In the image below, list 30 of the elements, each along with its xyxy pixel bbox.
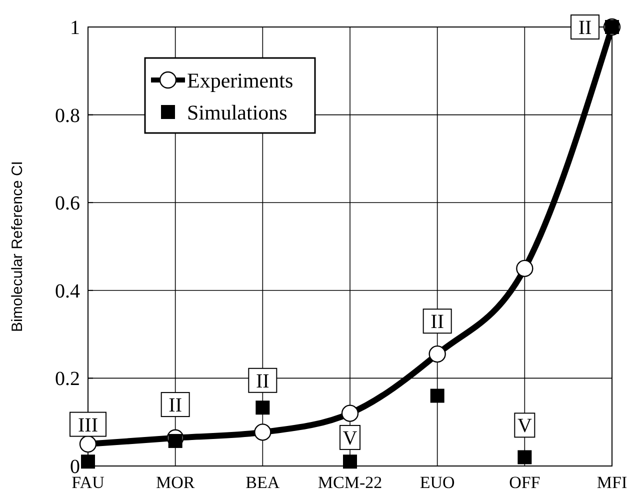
y-tick-label: 0.6	[55, 192, 80, 215]
legend-label: Simulations	[187, 100, 288, 124]
x-tick-label: MOR	[156, 473, 196, 492]
point	[79, 435, 97, 453]
annotation: II	[256, 370, 270, 392]
point	[341, 404, 359, 422]
point	[428, 345, 446, 363]
x-tick-label: MFI	[596, 473, 628, 492]
point	[518, 450, 532, 464]
point	[254, 424, 272, 441]
point	[516, 260, 534, 278]
x-tick-label: MCM-22	[318, 473, 382, 492]
y-tick-label: 0.2	[55, 368, 80, 390]
point	[256, 400, 270, 415]
annotation: II	[578, 17, 592, 39]
y-tick-label: 1	[70, 17, 80, 39]
x-tick-label: EUO	[420, 473, 455, 492]
point	[168, 434, 182, 448]
annotation: III	[78, 414, 98, 436]
y-axis-title: Bimolecular Reference CI	[9, 161, 26, 332]
legend-label: Experiments	[187, 68, 294, 92]
point	[81, 454, 95, 469]
annotation: II	[430, 311, 444, 334]
annotation: II	[168, 394, 182, 417]
x-tick-label: BEA	[246, 473, 280, 492]
x-tick-label: OFF	[509, 473, 540, 492]
point	[430, 388, 444, 403]
y-tick-label: 0.8	[55, 104, 80, 127]
y-tick-label: 0.4	[55, 280, 80, 302]
point	[343, 454, 357, 469]
